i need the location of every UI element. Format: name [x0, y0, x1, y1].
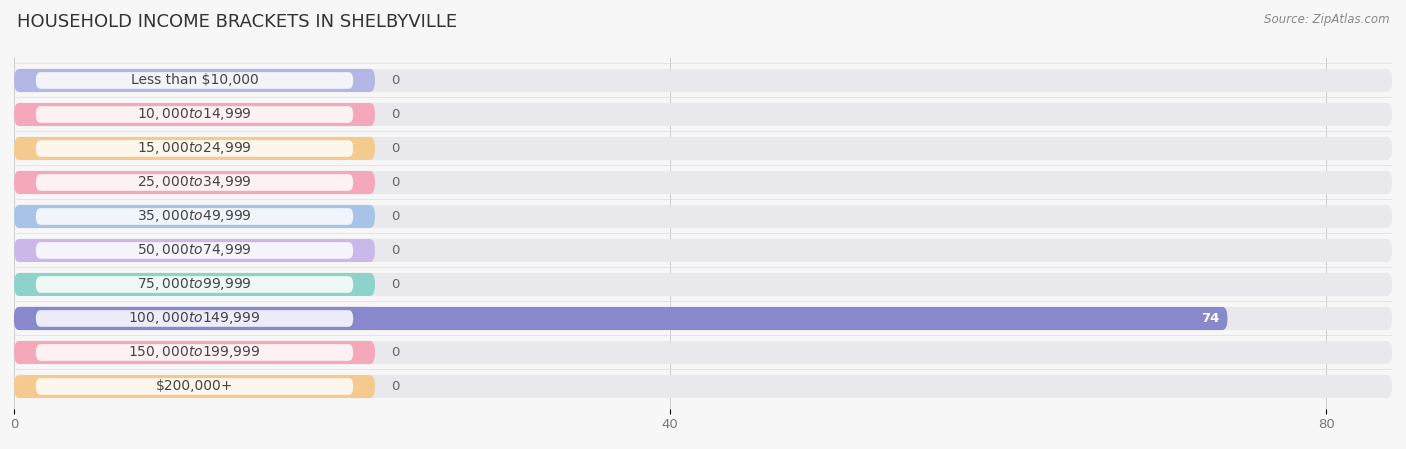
Text: $150,000 to $199,999: $150,000 to $199,999 — [128, 344, 260, 361]
Text: 0: 0 — [391, 210, 399, 223]
FancyBboxPatch shape — [35, 140, 353, 157]
Text: $10,000 to $14,999: $10,000 to $14,999 — [138, 106, 252, 123]
Text: $50,000 to $74,999: $50,000 to $74,999 — [138, 242, 252, 259]
FancyBboxPatch shape — [14, 375, 1392, 398]
FancyBboxPatch shape — [35, 378, 353, 395]
Text: HOUSEHOLD INCOME BRACKETS IN SHELBYVILLE: HOUSEHOLD INCOME BRACKETS IN SHELBYVILLE — [17, 13, 457, 31]
FancyBboxPatch shape — [35, 72, 353, 89]
FancyBboxPatch shape — [14, 307, 1392, 330]
FancyBboxPatch shape — [35, 242, 353, 259]
FancyBboxPatch shape — [14, 69, 1392, 92]
FancyBboxPatch shape — [35, 106, 353, 123]
FancyBboxPatch shape — [14, 205, 1392, 228]
Text: 0: 0 — [391, 176, 399, 189]
FancyBboxPatch shape — [35, 310, 353, 327]
Text: Less than $10,000: Less than $10,000 — [131, 74, 259, 88]
FancyBboxPatch shape — [14, 307, 375, 330]
Text: $35,000 to $49,999: $35,000 to $49,999 — [138, 208, 252, 224]
FancyBboxPatch shape — [14, 341, 375, 364]
FancyBboxPatch shape — [14, 273, 1392, 296]
Text: $200,000+: $200,000+ — [156, 379, 233, 393]
Text: 0: 0 — [391, 108, 399, 121]
Text: 0: 0 — [391, 244, 399, 257]
FancyBboxPatch shape — [14, 137, 1392, 160]
Text: 0: 0 — [391, 346, 399, 359]
FancyBboxPatch shape — [14, 137, 375, 160]
Text: 0: 0 — [391, 278, 399, 291]
FancyBboxPatch shape — [14, 341, 1392, 364]
FancyBboxPatch shape — [14, 69, 375, 92]
FancyBboxPatch shape — [35, 174, 353, 191]
Text: 74: 74 — [1201, 312, 1219, 325]
FancyBboxPatch shape — [14, 171, 375, 194]
Text: $15,000 to $24,999: $15,000 to $24,999 — [138, 141, 252, 156]
FancyBboxPatch shape — [14, 171, 1392, 194]
FancyBboxPatch shape — [14, 239, 375, 262]
FancyBboxPatch shape — [35, 344, 353, 361]
FancyBboxPatch shape — [35, 276, 353, 293]
FancyBboxPatch shape — [35, 208, 353, 225]
Text: $100,000 to $149,999: $100,000 to $149,999 — [128, 311, 260, 326]
FancyBboxPatch shape — [14, 307, 1227, 330]
FancyBboxPatch shape — [14, 103, 1392, 126]
Text: Source: ZipAtlas.com: Source: ZipAtlas.com — [1264, 13, 1389, 26]
FancyBboxPatch shape — [14, 205, 375, 228]
Text: 0: 0 — [391, 74, 399, 87]
Text: $25,000 to $34,999: $25,000 to $34,999 — [138, 175, 252, 190]
FancyBboxPatch shape — [14, 239, 1392, 262]
Text: $75,000 to $99,999: $75,000 to $99,999 — [138, 277, 252, 292]
FancyBboxPatch shape — [14, 103, 375, 126]
FancyBboxPatch shape — [14, 375, 375, 398]
Text: 0: 0 — [391, 380, 399, 393]
FancyBboxPatch shape — [14, 273, 375, 296]
Text: 0: 0 — [391, 142, 399, 155]
